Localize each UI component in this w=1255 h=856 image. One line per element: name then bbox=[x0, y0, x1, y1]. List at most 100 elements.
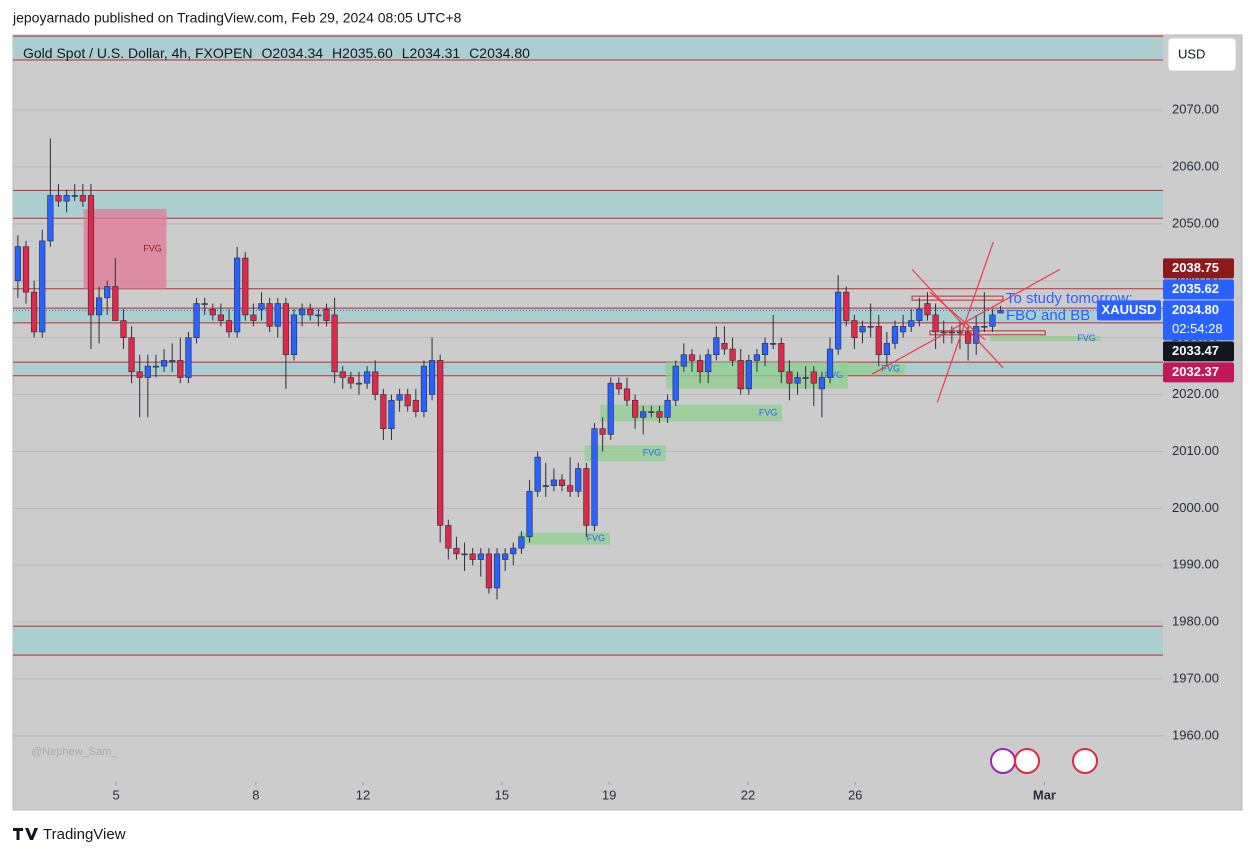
fvg-box bbox=[990, 335, 1101, 342]
candle-body bbox=[964, 331, 972, 344]
candle-body bbox=[843, 291, 850, 321]
candle-body bbox=[688, 354, 696, 361]
candle-body bbox=[79, 195, 86, 202]
fvg-label: FVG bbox=[759, 407, 778, 417]
candle-body bbox=[542, 485, 549, 487]
candle-body bbox=[924, 303, 931, 316]
brand-logo bbox=[13, 828, 38, 840]
y-tick-label: 2000.00 bbox=[1172, 500, 1219, 515]
candle-body bbox=[144, 365, 151, 378]
candle-body bbox=[664, 399, 671, 418]
candle-body bbox=[891, 325, 899, 344]
y-tick-label: 2010.00 bbox=[1172, 443, 1219, 458]
candle-body bbox=[282, 303, 289, 356]
candle-body bbox=[63, 195, 70, 202]
candle-body bbox=[428, 360, 436, 395]
candle-body bbox=[615, 382, 622, 390]
y-tick-label: 1980.00 bbox=[1172, 614, 1219, 629]
x-tick-label: 5 bbox=[113, 787, 120, 802]
candle-body bbox=[607, 382, 614, 435]
y-tick-label: 2020.00 bbox=[1172, 386, 1219, 401]
candle-body bbox=[396, 394, 403, 401]
candle-body bbox=[794, 377, 801, 384]
symbol-title: Gold Spot / U.S. Dollar, 4h, FXOPEN O2034… bbox=[23, 45, 530, 61]
candle-body bbox=[534, 456, 541, 492]
candle-body bbox=[656, 411, 663, 418]
candle-body bbox=[55, 195, 62, 202]
candle-body bbox=[201, 303, 208, 305]
candle-body bbox=[477, 553, 484, 560]
fvg-label: FVG bbox=[143, 243, 162, 253]
candle-body bbox=[713, 337, 720, 356]
candle-body bbox=[818, 377, 825, 390]
logo-mark bbox=[13, 828, 38, 840]
x-tick-label: 8 bbox=[252, 787, 259, 802]
drawn-box bbox=[911, 295, 1004, 301]
chart-panel bbox=[12, 34, 1243, 811]
candle-body bbox=[307, 308, 314, 316]
symbol-tag bbox=[1097, 300, 1161, 321]
candle-body bbox=[22, 246, 30, 293]
candle-body bbox=[802, 377, 809, 379]
candle-body bbox=[299, 308, 306, 316]
y-tick-label: 2070.00 bbox=[1172, 102, 1219, 117]
candle-body bbox=[404, 394, 411, 407]
event-icon[interactable] bbox=[990, 748, 1016, 774]
candle-body bbox=[14, 246, 21, 282]
candle-body bbox=[810, 371, 817, 384]
candle-body bbox=[786, 371, 793, 384]
price-tag bbox=[1163, 300, 1234, 341]
candle-body bbox=[591, 428, 598, 526]
candle-body bbox=[900, 325, 907, 333]
candle-body bbox=[39, 240, 46, 333]
candle-body bbox=[453, 547, 460, 555]
y-tick-label: 1970.00 bbox=[1172, 670, 1219, 685]
candle-body bbox=[177, 360, 184, 378]
candle-body bbox=[916, 308, 923, 321]
y-tick-label: 1960.00 bbox=[1172, 727, 1219, 742]
fvg-box bbox=[839, 363, 905, 376]
fvg-label: FVG bbox=[1077, 333, 1096, 343]
candle-body bbox=[680, 354, 687, 367]
candle-body bbox=[266, 303, 273, 327]
candle-body bbox=[770, 343, 777, 345]
candle-body bbox=[583, 468, 590, 526]
candle-body bbox=[234, 257, 241, 333]
price-tag-label: 2034.80 bbox=[1172, 302, 1219, 317]
candle-body bbox=[136, 371, 143, 378]
x-tick-label: Mar bbox=[1033, 787, 1056, 802]
trendline bbox=[929, 291, 986, 341]
currency-label[interactable]: USD bbox=[1178, 46, 1205, 61]
candle-body bbox=[623, 388, 631, 401]
candle-body bbox=[826, 348, 834, 378]
candle-body bbox=[558, 479, 566, 486]
candle-body bbox=[339, 371, 346, 378]
event-icon[interactable] bbox=[1014, 748, 1040, 774]
candle-body bbox=[493, 553, 501, 589]
fvg-box bbox=[518, 532, 610, 545]
event-icons[interactable] bbox=[990, 748, 1098, 774]
candle-body bbox=[648, 411, 655, 413]
event-icon[interactable] bbox=[1072, 748, 1098, 774]
candle-body bbox=[550, 479, 557, 486]
fvg-box bbox=[83, 209, 167, 289]
candle-body bbox=[95, 297, 103, 316]
price-tag bbox=[1163, 341, 1234, 362]
ohlc-low: L2034.31 bbox=[402, 45, 461, 61]
price-tag bbox=[1163, 258, 1234, 279]
brand-name: TradingView bbox=[43, 826, 126, 843]
candle-body bbox=[71, 195, 78, 197]
candle-body bbox=[152, 365, 160, 368]
price-tag-label: 2035.62 bbox=[1172, 281, 1219, 296]
ohlc-high: H2035.60 bbox=[332, 45, 393, 61]
currency-button[interactable] bbox=[1167, 37, 1237, 72]
fvg-label: FVG bbox=[881, 364, 900, 374]
candle-body bbox=[315, 314, 322, 317]
candle-body bbox=[696, 360, 704, 373]
candle-body bbox=[420, 365, 428, 412]
candle-body bbox=[250, 314, 257, 321]
candle-body bbox=[331, 314, 338, 373]
candle-body bbox=[323, 308, 330, 321]
candle-body bbox=[632, 399, 639, 418]
